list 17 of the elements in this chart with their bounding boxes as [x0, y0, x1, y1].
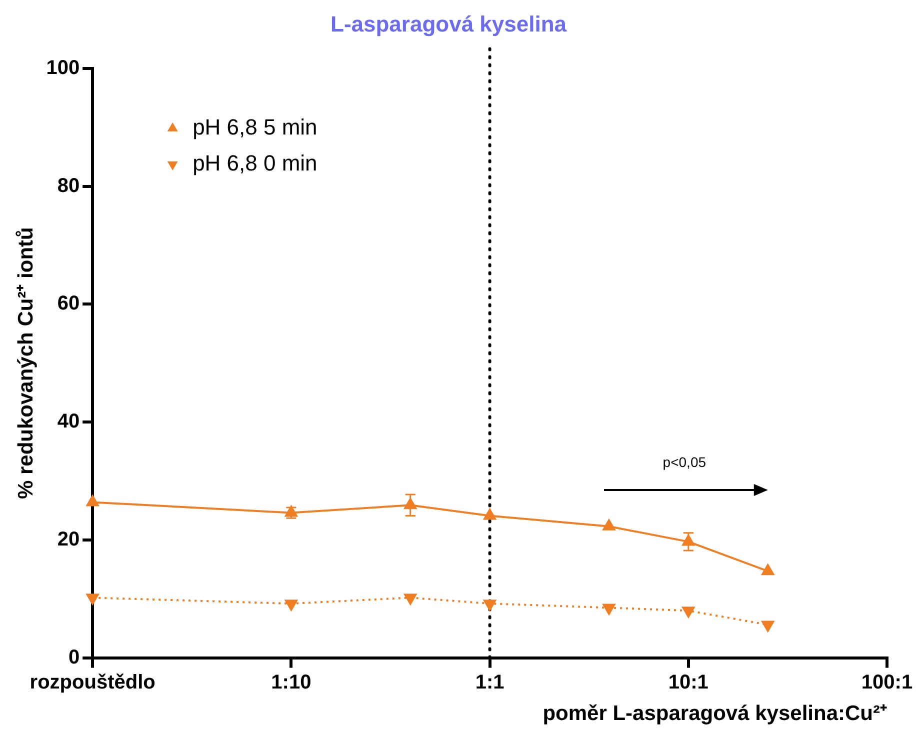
y-axis-title: % redukovaných Cu²⁺ iontů [14, 227, 38, 500]
chart-title: L-asparagová kyselina [330, 11, 568, 36]
annotation: p<0,05 [662, 454, 706, 470]
x-tick-label: 10:1 [668, 671, 708, 694]
x-tick-label: 100:1 [861, 671, 913, 694]
x-tick-label: rozpouštědlo [30, 671, 156, 694]
legend-label: pH 6,8 5 min [192, 114, 318, 140]
y-tick-label: 0 [68, 646, 80, 668]
y-tick-label: 60 [57, 292, 80, 315]
y-tick-label: 20 [57, 528, 80, 550]
x-tick-label: 1:10 [271, 671, 312, 694]
legend-label: pH 6,8 0 min [192, 150, 318, 176]
x-tick-label: 1:1 [475, 671, 504, 694]
y-tick-label: 80 [57, 174, 80, 197]
y-tick-label: 40 [57, 410, 80, 433]
y-tick-label: 100 [46, 56, 80, 79]
x-axis-title: poměr L-asparagová kyselina:Cu²⁺ [542, 702, 887, 726]
